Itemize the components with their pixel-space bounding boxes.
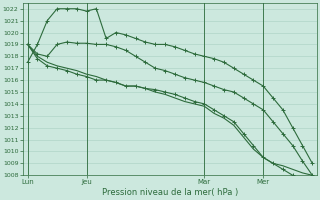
X-axis label: Pression niveau de la mer( hPa ): Pression niveau de la mer( hPa ): [102, 188, 238, 197]
